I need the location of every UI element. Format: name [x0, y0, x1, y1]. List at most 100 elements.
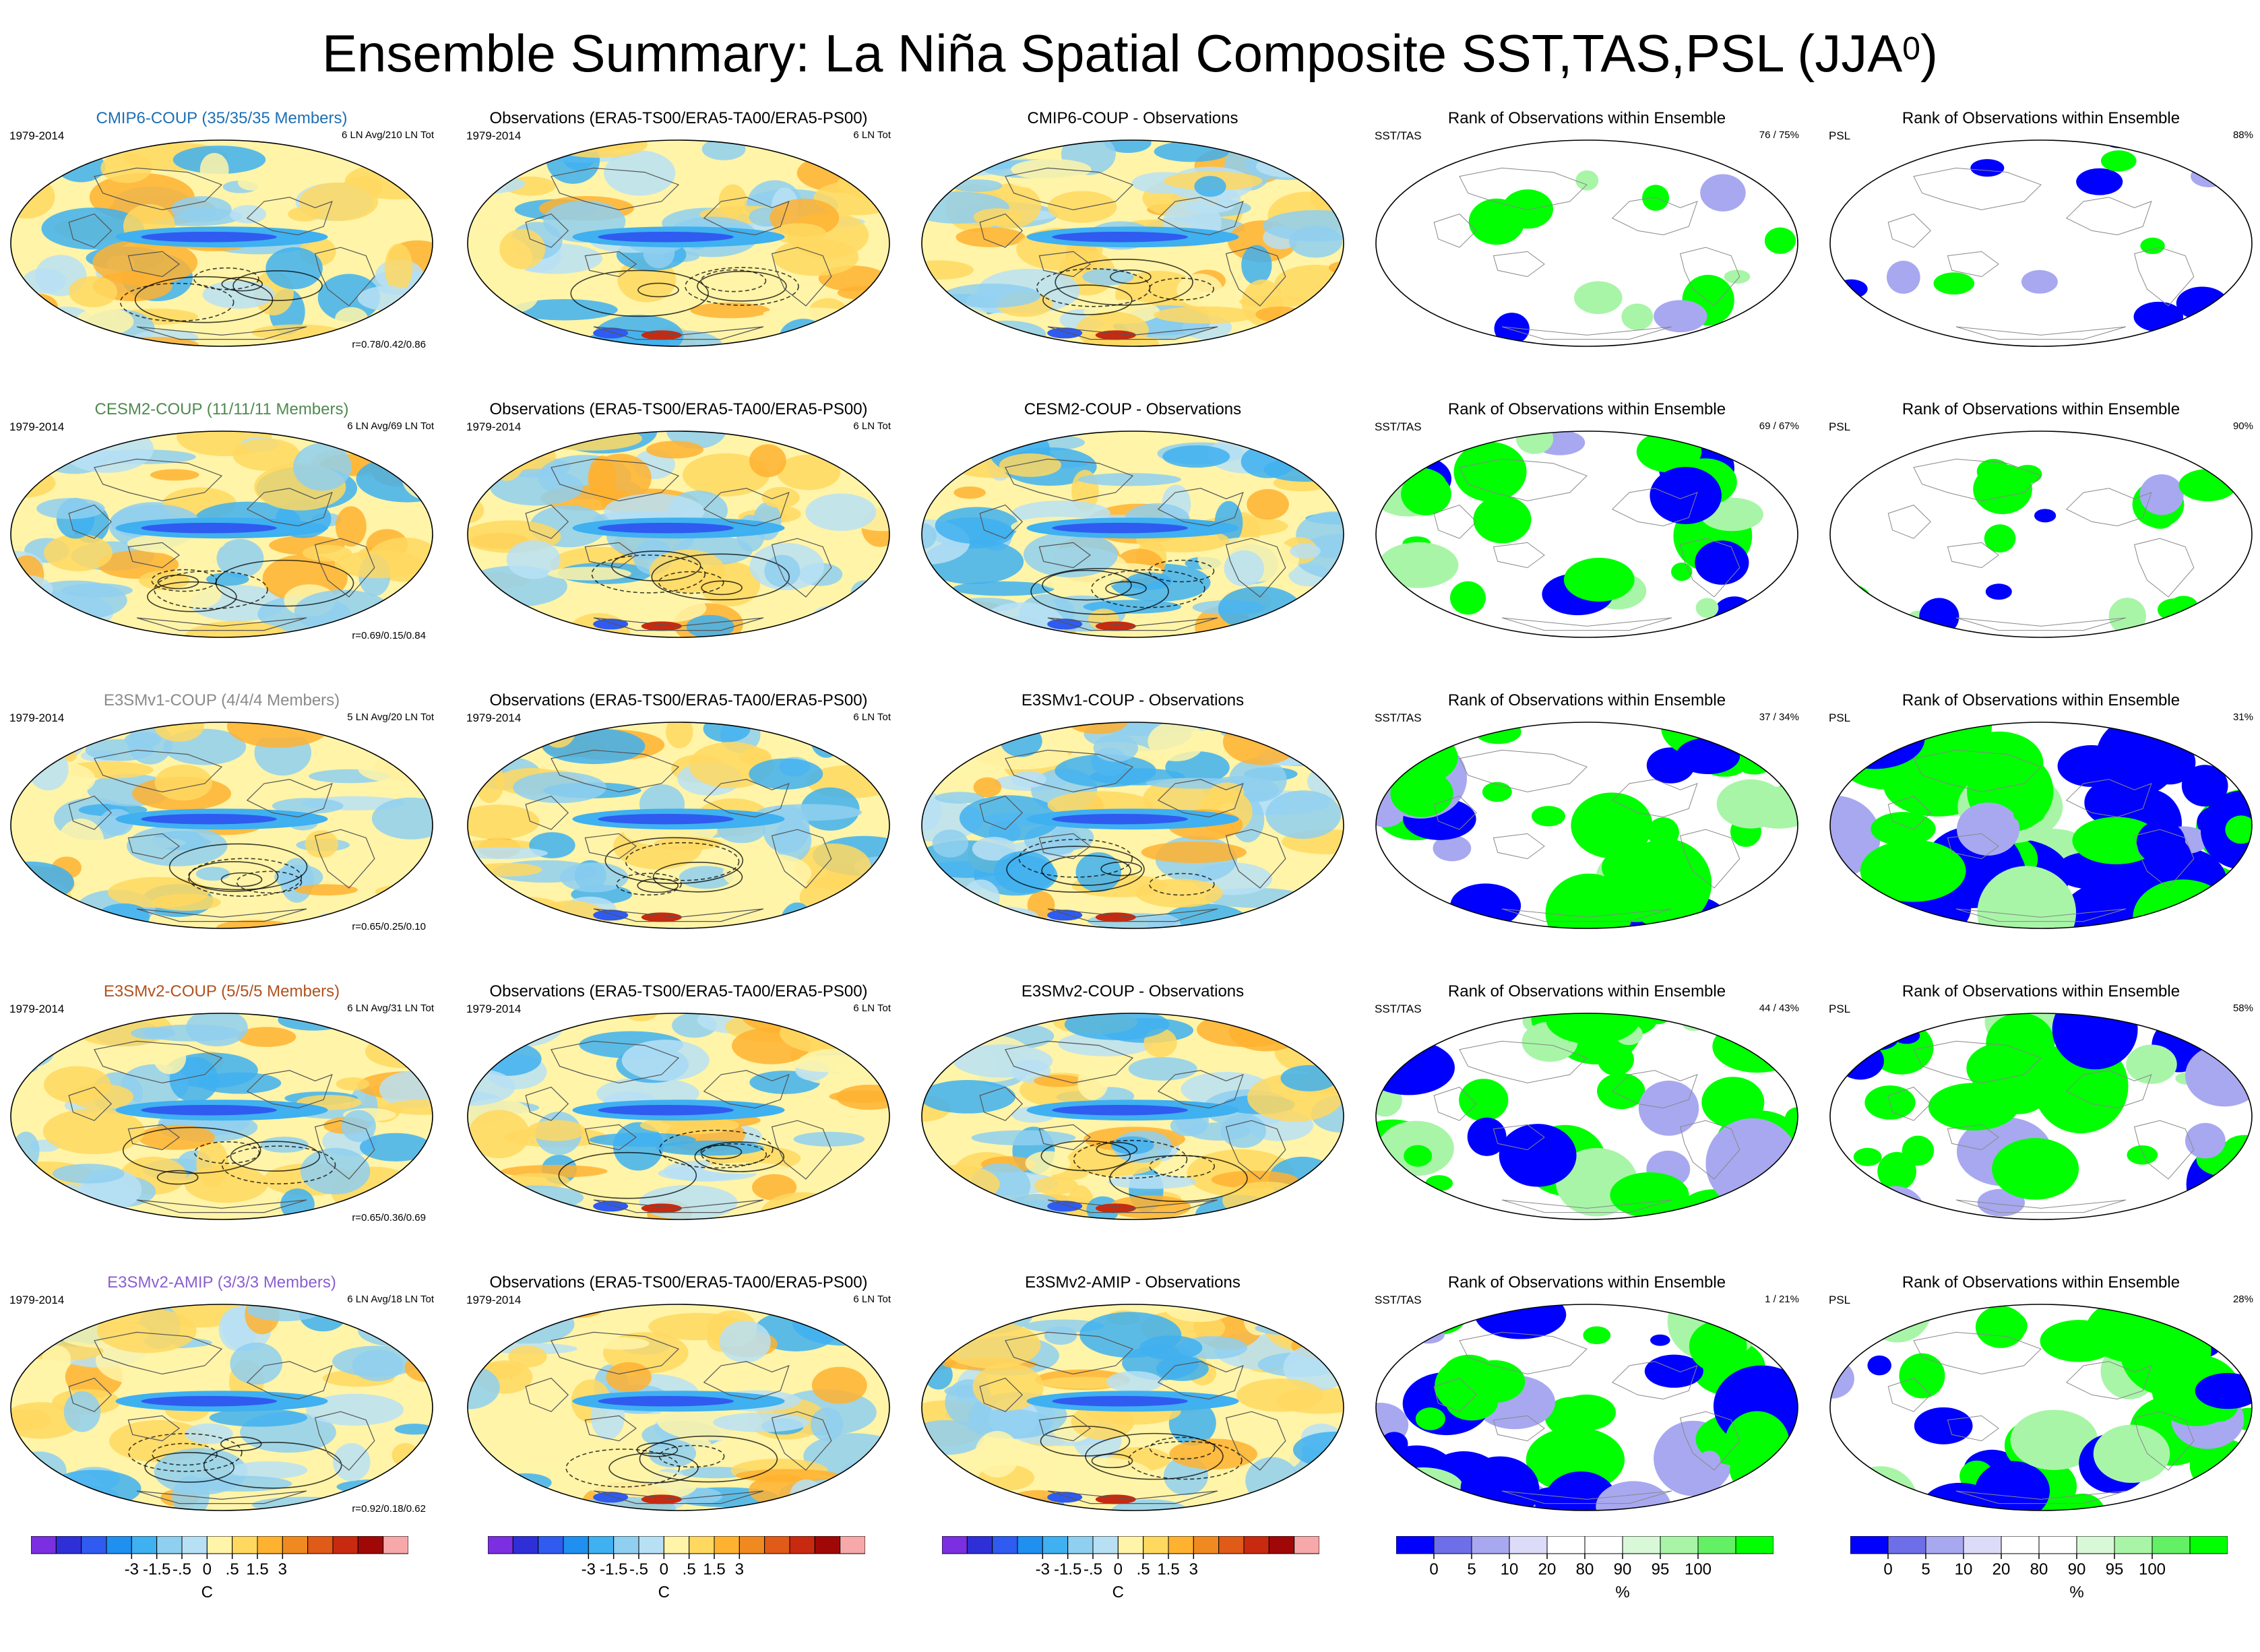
period-label: 1979-2014	[466, 129, 522, 142]
panel-title: Observations (ERA5-TS00/ERA5-TA00/ERA5-P…	[489, 400, 868, 418]
colorbar-tick-label: -3	[124, 1560, 139, 1579]
world-map	[921, 431, 1344, 638]
panel-title: Rank of Observations within Ensemble	[1447, 691, 1726, 709]
colorbar-unit: %	[1615, 1583, 1630, 1601]
variable-label: PSL	[1829, 1294, 1851, 1306]
world-map	[467, 1013, 890, 1220]
colorbar-swatch	[488, 1536, 513, 1554]
panel-diff-row5: E3SMv2-AMIP - Observations	[920, 1273, 1345, 1520]
colorbar-tick-label: 90	[1613, 1560, 1632, 1579]
panel-model-row3: E3SMv1-COUP (4/4/4 Members) 1979-2014 5 LN…	[9, 691, 434, 938]
colorbar-unit: C	[658, 1583, 670, 1601]
colorbar-swatch	[1042, 1536, 1069, 1554]
panel-title: Rank of Observations within Ensemble	[1447, 1273, 1726, 1292]
colorbar-swatch	[181, 1536, 208, 1554]
colorbar-swatch	[1433, 1536, 1472, 1554]
world-map	[1375, 1304, 1798, 1511]
colorbar-swatch	[1294, 1536, 1319, 1554]
panel-rank2-row2: Rank of Observations within Ensemble PSL 9…	[1829, 400, 2253, 647]
composite-count: 6 LN Avg/31 LN Tot	[347, 1003, 434, 1014]
period-label: 1979-2014	[466, 420, 522, 433]
colorbar-tick-label: 1.5	[703, 1560, 726, 1579]
colorbar-tick-label: 5	[1921, 1560, 1931, 1579]
panel-rank2-row5: Rank of Observations within Ensemble PSL 2…	[1829, 1273, 2253, 1520]
colorbar-swatch	[2001, 1536, 2040, 1554]
world-map	[921, 1013, 1344, 1220]
colorbar-swatch	[840, 1536, 865, 1554]
rank-percent: 58%	[2232, 1003, 2253, 1014]
colorbar-swatch	[538, 1536, 564, 1554]
panel-title: Rank of Observations within Ensemble	[1902, 1273, 2180, 1292]
colorbar-tick-label: 95	[1651, 1560, 1670, 1579]
colorbar-swatch	[31, 1536, 57, 1554]
colorbar-swatch	[206, 1536, 233, 1554]
world-map	[1829, 431, 2253, 638]
variable-label: PSL	[1829, 711, 1851, 724]
colorbar-unit: C	[1112, 1583, 1124, 1601]
world-map	[10, 139, 433, 347]
colorbar-tick-label: 0	[659, 1560, 669, 1579]
pattern-correlation: r=0.65/0.25/0.10	[352, 921, 426, 932]
colorbar-swatch	[1850, 1536, 1889, 1554]
panel-rank2-row4: Rank of Observations within Ensemble PSL 5…	[1829, 982, 2253, 1229]
colorbar-swatch	[613, 1536, 639, 1554]
colorbar-swatch	[1067, 1536, 1094, 1554]
colorbar-swatch	[1584, 1536, 1623, 1554]
colorbar-swatch	[383, 1536, 408, 1554]
composite-count: 6 LN Avg/18 LN Tot	[347, 1294, 434, 1305]
panel-obs-row5: Observations (ERA5-TS00/ERA5-TA00/ERA5-P…	[466, 1273, 891, 1520]
panel-title: Rank of Observations within Ensemble	[1902, 982, 2180, 1000]
panel-title: CESM2-COUP (11/11/11 Members)	[94, 400, 349, 418]
variable-label: SST/TAS	[1375, 1003, 1422, 1015]
colorbar-tick-label: 100	[1684, 1560, 1712, 1579]
colorbar-swatch	[106, 1536, 132, 1554]
colorbar-tick-label: 95	[2105, 1560, 2124, 1579]
colorbar-swatch	[81, 1536, 107, 1554]
panel-title: Observations (ERA5-TS00/ERA5-TA00/ERA5-P…	[489, 691, 868, 709]
world-map	[1375, 431, 1798, 638]
colorbar-swatch	[1471, 1536, 1510, 1554]
variable-label: SST/TAS	[1375, 711, 1422, 724]
colorbar-swatch	[257, 1536, 283, 1554]
rank-percent: 44 / 43%	[1759, 1003, 1799, 1014]
rank-percent: 37 / 34%	[1759, 711, 1799, 723]
colorbar-tick-label: 0	[1429, 1560, 1439, 1579]
colorbar-tick-label: 20	[1538, 1560, 1557, 1579]
panel-model-row4: E3SMv2-COUP (5/5/5 Members) 1979-2014 6 LN…	[9, 982, 434, 1229]
colorbar-swatch	[1925, 1536, 1964, 1554]
colorbar-swatch	[1143, 1536, 1169, 1554]
colorbar-swatch	[1218, 1536, 1245, 1554]
variable-label: SST/TAS	[1375, 1294, 1422, 1306]
colorbar-tick-label: -1.5	[142, 1560, 171, 1579]
world-map	[921, 139, 1344, 347]
rank-percent: 90%	[2232, 420, 2253, 432]
colorbar-swatch	[1509, 1536, 1548, 1554]
period-label: 1979-2014	[9, 1003, 65, 1015]
rank-percent: 88%	[2232, 129, 2253, 141]
composite-count: 6 LN Avg/210 LN Tot	[341, 129, 434, 141]
world-map	[467, 722, 890, 929]
colorbar-tick-label: -.5	[629, 1560, 649, 1579]
world-map	[1829, 139, 2253, 347]
panel-title: E3SMv2-COUP - Observations	[1021, 982, 1245, 1000]
colorbar-swatch	[1396, 1536, 1435, 1554]
colorbar-swatch	[332, 1536, 358, 1554]
world-map	[1829, 722, 2253, 929]
panel-diff-row2: CESM2-COUP - Observations	[920, 400, 1345, 647]
panel-rank1-row2: Rank of Observations within Ensemble SST/…	[1375, 400, 1799, 647]
colorbar-swatch	[563, 1536, 589, 1554]
panel-rank1-row3: Rank of Observations within Ensemble SST/…	[1375, 691, 1799, 938]
colorbar-swatch	[1168, 1536, 1194, 1554]
panel-diff-row4: E3SMv2-COUP - Observations	[920, 982, 1345, 1229]
pattern-correlation: r=0.92/0.18/0.62	[352, 1503, 426, 1515]
panel-title: CMIP6-COUP (35/35/35 Members)	[96, 109, 348, 127]
panel-model-row1: CMIP6-COUP (35/35/35 Members) 1979-2014 6 …	[9, 109, 434, 356]
pattern-correlation: r=0.78/0.42/0.86	[352, 339, 426, 350]
colorbar-swatch	[1268, 1536, 1295, 1554]
colorbar-swatch	[714, 1536, 740, 1554]
colorbar-tick-label: 100	[2138, 1560, 2166, 1579]
colorbar-swatch	[764, 1536, 790, 1554]
panel-title: Rank of Observations within Ensemble	[1902, 109, 2180, 127]
panel-title: CESM2-COUP - Observations	[1024, 400, 1242, 418]
colorbar-swatch	[1243, 1536, 1269, 1554]
